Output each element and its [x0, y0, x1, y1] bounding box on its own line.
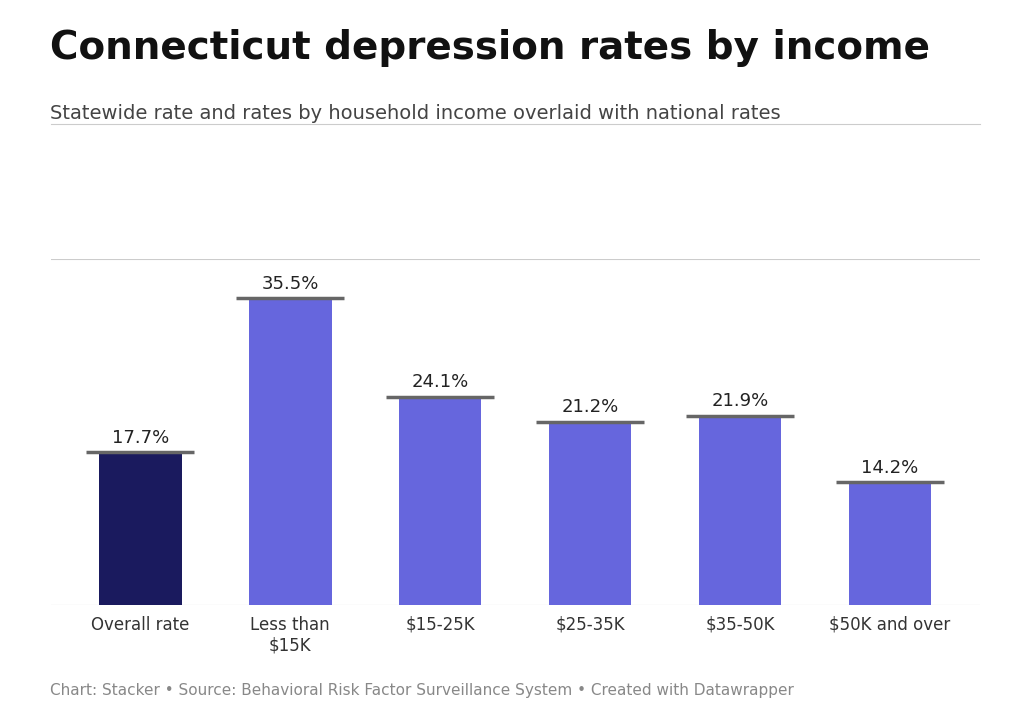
Text: Connecticut depression rates by income: Connecticut depression rates by income [50, 29, 930, 67]
Text: 24.1%: 24.1% [411, 374, 469, 392]
Bar [99, 452, 182, 605]
Text: 21.2%: 21.2% [562, 398, 619, 416]
Bar [249, 298, 331, 605]
Bar [848, 482, 931, 605]
Bar [399, 397, 482, 605]
Text: 35.5%: 35.5% [262, 275, 319, 293]
Text: Chart: Stacker • Source: Behavioral Risk Factor Surveillance System • Created wi: Chart: Stacker • Source: Behavioral Risk… [50, 683, 795, 698]
Text: 17.7%: 17.7% [112, 428, 169, 446]
Bar [548, 422, 631, 605]
Text: 14.2%: 14.2% [862, 459, 918, 477]
Text: Statewide rate and rates by household income overlaid with national rates: Statewide rate and rates by household in… [50, 104, 781, 123]
Text: 21.9%: 21.9% [711, 392, 769, 410]
Bar [699, 415, 781, 605]
